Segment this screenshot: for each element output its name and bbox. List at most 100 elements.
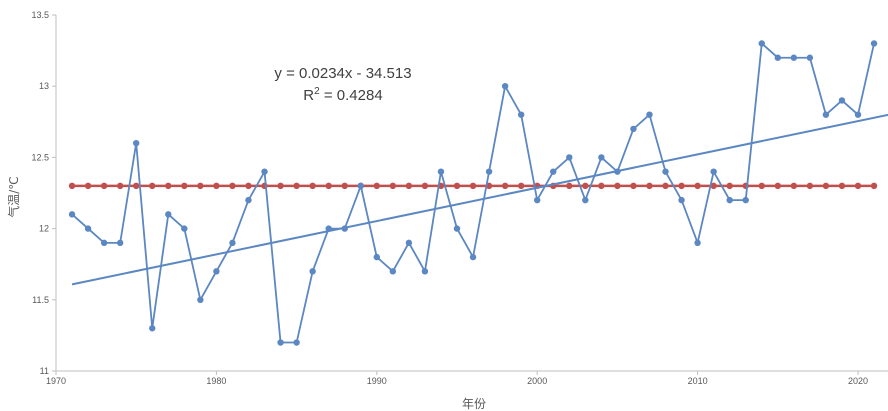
regression-equation: y = 0.0234x - 34.513 xyxy=(274,65,411,82)
annual-point xyxy=(149,325,156,332)
annual-point xyxy=(774,54,781,61)
annual-point xyxy=(646,111,653,118)
annual-point xyxy=(357,182,364,190)
annual-series xyxy=(68,40,878,346)
annual-point xyxy=(758,40,765,47)
mean-point xyxy=(84,182,92,190)
mean-point xyxy=(389,182,397,190)
annual-point xyxy=(662,168,669,175)
mean-point xyxy=(181,182,188,190)
annual-point xyxy=(389,268,397,275)
trend-line xyxy=(71,113,888,286)
mean-point xyxy=(694,182,701,190)
mean-point xyxy=(790,182,798,190)
mean-point xyxy=(758,182,765,190)
mean-point xyxy=(341,182,348,190)
annual-point xyxy=(197,296,204,303)
mean-point xyxy=(197,182,204,190)
mean-point xyxy=(646,182,653,190)
annual-point xyxy=(341,225,348,232)
mean-point xyxy=(838,182,846,190)
mean-point xyxy=(726,182,733,190)
mean-point xyxy=(277,182,284,190)
annual-point xyxy=(100,239,108,247)
mean-point xyxy=(870,182,878,190)
mean-point xyxy=(421,182,429,190)
mean-point xyxy=(165,182,172,190)
annual-point xyxy=(822,111,830,118)
annual-point xyxy=(534,196,541,204)
annual-point xyxy=(421,268,429,275)
annual-point xyxy=(309,268,316,275)
annual-point xyxy=(181,225,188,232)
annual-point xyxy=(68,211,76,218)
annual-point xyxy=(501,83,509,90)
annual-point xyxy=(726,196,733,204)
annual-point xyxy=(854,111,862,118)
annual-point xyxy=(678,196,685,204)
annual-point xyxy=(598,154,605,161)
mean-point xyxy=(630,182,637,190)
mean-point xyxy=(293,182,300,190)
mean-point xyxy=(68,182,76,190)
annual-point xyxy=(229,239,236,247)
annual-point xyxy=(517,111,525,118)
x-tick-label: 2010 xyxy=(688,376,708,386)
annual-point xyxy=(437,168,445,175)
annual-point xyxy=(614,168,621,175)
mean-point xyxy=(469,182,477,190)
annual-point xyxy=(373,253,380,261)
x-axis-title: 年份 xyxy=(462,397,486,411)
mean-point xyxy=(405,182,413,190)
annual-point xyxy=(694,239,701,247)
x-tick-label: 2020 xyxy=(848,376,868,386)
annual-point xyxy=(710,168,717,175)
y-tick-label: 13 xyxy=(39,81,49,91)
annual-point xyxy=(566,154,573,161)
mean-point xyxy=(678,182,685,190)
y-tick-label: 11.5 xyxy=(32,295,49,305)
annual-point xyxy=(485,168,493,175)
y-axis-title: 气温/℃ xyxy=(6,176,21,218)
mean-point xyxy=(213,182,220,190)
annual-point xyxy=(245,196,252,204)
mean-point xyxy=(100,182,108,190)
annual-point xyxy=(165,211,172,218)
mean-point xyxy=(662,182,669,190)
annual-point xyxy=(790,54,798,61)
mean-point xyxy=(822,182,830,190)
annual-point xyxy=(84,225,92,232)
annual-point xyxy=(630,125,637,133)
annual-point xyxy=(453,225,461,232)
y-tick-label: 12 xyxy=(39,224,49,234)
annual-point xyxy=(469,253,477,261)
r-squared-prefix: R xyxy=(303,87,314,104)
mean-point xyxy=(133,182,140,190)
r-squared-superscript: 2 xyxy=(314,86,320,97)
x-tick-label: 1990 xyxy=(367,376,387,386)
mean-point xyxy=(854,182,862,190)
mean-point xyxy=(501,182,509,190)
y-tick-label: 13.5 xyxy=(31,10,49,20)
annual-point xyxy=(806,54,814,61)
annual-point xyxy=(325,225,332,232)
mean-point xyxy=(453,182,461,190)
mean-series xyxy=(68,182,878,190)
mean-point xyxy=(598,182,605,190)
mean-point xyxy=(806,182,814,190)
annual-line xyxy=(71,42,875,344)
trend-series xyxy=(71,113,888,286)
mean-point xyxy=(229,182,236,190)
regression-annotation: y = 0.0234x - 34.513 R2 = 0.4284 xyxy=(274,65,411,104)
annual-point xyxy=(550,168,557,175)
x-axis-ticks: 1970 1980 1990 2000 2010 2020 xyxy=(46,371,868,386)
r-squared-value: = 0.4284 xyxy=(320,87,383,104)
y-tick-label: 11 xyxy=(40,366,49,376)
annual-point xyxy=(870,40,878,47)
mean-point xyxy=(116,182,124,190)
annual-point xyxy=(213,268,220,275)
mean-point xyxy=(245,182,252,190)
mean-point xyxy=(566,182,573,190)
mean-point xyxy=(517,182,525,190)
